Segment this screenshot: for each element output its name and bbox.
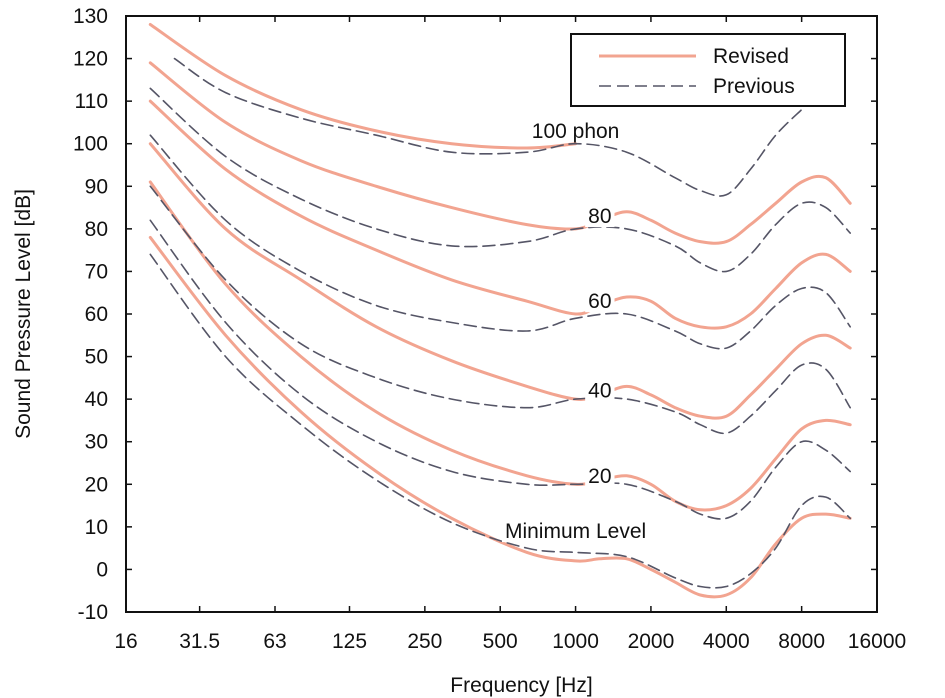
x-axis-title: Frequency [Hz] — [450, 674, 592, 697]
y-tick-label: 10 — [85, 516, 108, 539]
revised-curve-2 — [148, 142, 852, 420]
revised-curve-0 — [148, 235, 852, 599]
legend-label-revised: Revised — [713, 45, 789, 68]
curve-label: 20 — [588, 465, 611, 488]
previous-curve-1 — [149, 219, 851, 520]
curve-label-background — [585, 465, 615, 487]
y-tick-label: 50 — [85, 346, 108, 369]
curve-label-background — [585, 206, 615, 228]
previous-curve-5 — [173, 57, 803, 197]
curve-label-background — [501, 521, 650, 543]
x-tick-label: 16 — [114, 630, 137, 653]
previous-curve-0 — [149, 253, 851, 589]
y-tick-label: 80 — [85, 218, 108, 241]
y-tick-label: 70 — [85, 260, 108, 283]
curve-label: Minimum Level — [505, 520, 646, 543]
y-tick-label: 20 — [85, 473, 108, 496]
x-tick-label: 31.5 — [179, 630, 220, 653]
x-tick-label: 63 — [263, 630, 286, 653]
y-tick-label: 0 — [96, 558, 108, 581]
curve-label: 60 — [588, 290, 611, 313]
annotations-group: 100 phon 80 60 40 20 Minimum Level — [501, 120, 650, 543]
x-tick-label: 125 — [332, 630, 367, 653]
revised-curve-5 — [148, 23, 578, 150]
y-tick-label: 40 — [85, 388, 108, 411]
curves-group — [148, 23, 852, 599]
y-tick-label: 110 — [75, 90, 108, 113]
x-tick-label: 250 — [407, 630, 442, 653]
x-tick-label: 4000 — [703, 630, 750, 653]
previous-curve-3 — [149, 134, 851, 350]
y-tick-label: 100 — [73, 133, 108, 156]
y-tick-label: 30 — [85, 431, 108, 454]
x-tick-label: 8000 — [778, 630, 825, 653]
y-tick-label: 90 — [85, 175, 108, 198]
ticks-group: 16 31.5 63 125 250 500 1000 2000 4000 8000 16000-1… — [73, 5, 906, 653]
previous-curve-2 — [149, 185, 851, 435]
curve-label: 100 phon — [532, 120, 620, 143]
curve-label-background — [528, 120, 623, 142]
revised-curve-1 — [148, 180, 852, 512]
y-tick-label: -10 — [78, 601, 108, 624]
y-tick-label: 130 — [73, 5, 108, 28]
x-tick-label: 1000 — [552, 630, 599, 653]
curve-label-background — [585, 380, 615, 402]
x-tick-label: 16000 — [848, 630, 906, 653]
legend: Revised Previous — [570, 33, 846, 107]
x-tick-label: 500 — [483, 630, 518, 653]
revised-curve-3 — [148, 99, 852, 330]
y-axis-title: Sound Pressure Level [dB] — [12, 189, 35, 439]
y-tick-label: 120 — [73, 48, 108, 71]
curve-label-background — [585, 291, 615, 313]
curve-label: 80 — [588, 205, 611, 228]
revised-curve-4 — [148, 61, 852, 245]
curve-label: 40 — [588, 380, 611, 403]
y-tick-label: 60 — [85, 303, 108, 326]
legend-box — [570, 33, 846, 107]
previous-curve-4 — [149, 87, 851, 273]
legend-label-previous: Previous — [713, 75, 795, 98]
x-tick-label: 2000 — [628, 630, 675, 653]
